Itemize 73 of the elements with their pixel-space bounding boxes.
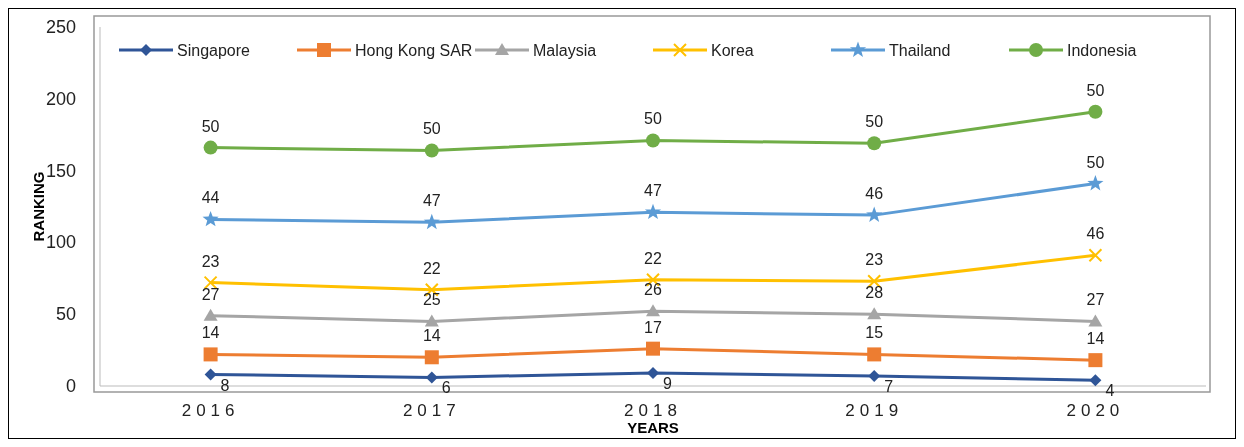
- annotation: 22: [422, 259, 441, 277]
- x-axis-title: YEARS: [627, 419, 679, 436]
- annotation: 28: [865, 284, 884, 302]
- annotation: 14: [201, 324, 220, 342]
- annotation: 44: [201, 189, 220, 207]
- annotation: 27: [201, 285, 220, 303]
- annotation: 50: [865, 113, 884, 131]
- point: [1087, 175, 1104, 191]
- point: [203, 347, 218, 362]
- point: [203, 140, 218, 155]
- annotation: 27: [1086, 291, 1105, 309]
- point: [867, 136, 882, 151]
- legend-label: Korea: [711, 42, 754, 59]
- annotation: 7: [884, 377, 894, 395]
- point: [1088, 353, 1103, 368]
- annotation: 23: [201, 252, 220, 270]
- legend-label: Malaysia: [533, 42, 597, 59]
- x-tick-label: 2018: [624, 401, 682, 420]
- annotation: 14: [422, 327, 441, 345]
- annotation: 8: [220, 376, 230, 394]
- point: [644, 203, 662, 220]
- x-tick-label: 2016: [181, 401, 240, 420]
- annotation: 14: [1086, 330, 1105, 348]
- annotation: 4: [1105, 382, 1115, 400]
- annotation: 47: [644, 182, 662, 200]
- point: [424, 143, 439, 158]
- annotation: 6: [441, 379, 451, 397]
- annotation: 9: [663, 375, 672, 393]
- annotation: 23: [865, 251, 884, 269]
- legend-label: Singapore: [177, 42, 251, 59]
- annotation: 26: [644, 281, 662, 299]
- legend-label: Thailand: [889, 42, 951, 59]
- annotation: 46: [865, 185, 884, 203]
- point: [1088, 104, 1103, 119]
- point: [1089, 374, 1102, 387]
- y-tick-label: 150: [45, 160, 76, 181]
- annotation: 22: [644, 249, 662, 267]
- y-tick-label: 50: [55, 304, 76, 325]
- point: [423, 213, 440, 230]
- annotation: 50: [644, 110, 662, 128]
- point: [203, 308, 218, 321]
- point: [647, 367, 659, 380]
- annotation: 50: [422, 120, 441, 138]
- point: [424, 350, 439, 365]
- point: [424, 314, 439, 327]
- point: [1088, 248, 1103, 263]
- y-axis-title: RANKING: [30, 171, 47, 242]
- legend-label: Hong Kong SAR: [355, 42, 473, 59]
- annotation: 15: [865, 324, 884, 342]
- point: [646, 341, 660, 356]
- annotation: 50: [201, 117, 220, 135]
- y-tick-label: 0: [65, 376, 76, 396]
- point: [867, 347, 882, 362]
- point: [866, 206, 883, 222]
- point: [867, 307, 882, 320]
- y-tick-label: 250: [45, 17, 76, 37]
- annotation: 25: [422, 291, 441, 309]
- legend-label: Indonesia: [1067, 42, 1137, 59]
- x-tick-label: 2020: [1066, 401, 1125, 420]
- annotation: 50: [1086, 153, 1105, 171]
- y-tick-label: 100: [45, 232, 76, 253]
- annotation: 50: [1086, 81, 1105, 99]
- annotation: 46: [1086, 225, 1105, 243]
- point: [646, 304, 660, 317]
- annotation: 17: [644, 318, 662, 336]
- point: [204, 368, 217, 381]
- y-tick-label: 200: [45, 88, 76, 109]
- point: [202, 210, 219, 227]
- x-tick-label: 2017: [402, 401, 461, 420]
- point: [1088, 314, 1103, 327]
- annotation: 47: [422, 192, 441, 210]
- x-tick-label: 2019: [845, 401, 904, 420]
- point: [646, 133, 660, 148]
